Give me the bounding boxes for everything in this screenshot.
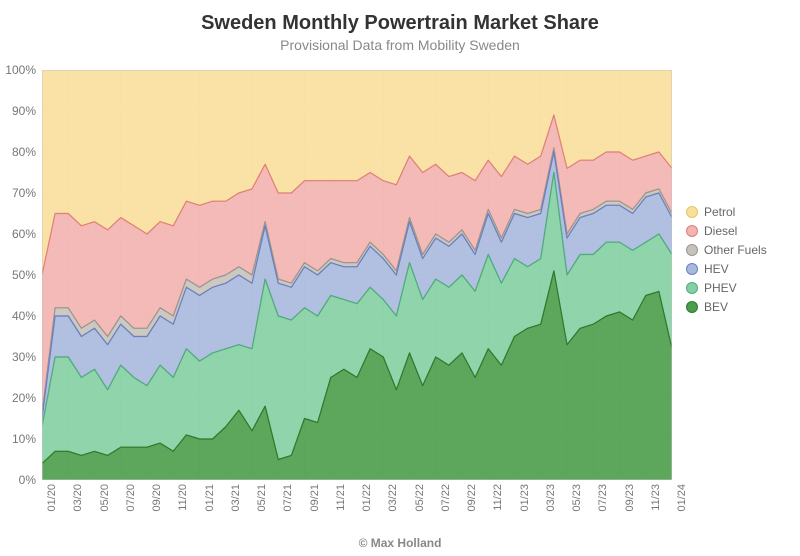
x-axis-tick-label: 03/21 bbox=[230, 484, 242, 512]
chart-title: Sweden Monthly Powertrain Market Share bbox=[0, 0, 800, 35]
x-axis-tick-label: 05/23 bbox=[571, 484, 583, 512]
legend-item: HEV bbox=[686, 262, 767, 276]
x-axis-tick-label: 11/23 bbox=[650, 484, 662, 511]
y-axis-tick-label: 90% bbox=[2, 104, 36, 118]
y-axis-tick-label: 30% bbox=[2, 350, 36, 364]
legend-label: Other Fuels bbox=[704, 243, 767, 257]
credit-line: © Max Holland bbox=[0, 536, 800, 550]
y-axis-tick-label: 20% bbox=[2, 391, 36, 405]
x-axis-tick-label: 07/22 bbox=[440, 484, 452, 512]
x-axis-tick-label: 05/22 bbox=[414, 484, 426, 512]
x-axis-tick-label: 11/21 bbox=[335, 484, 347, 511]
x-axis-tick-label: 07/20 bbox=[125, 484, 137, 512]
legend-label: BEV bbox=[704, 300, 728, 314]
legend-item: Diesel bbox=[686, 224, 767, 238]
x-axis-tick-label: 01/23 bbox=[519, 484, 531, 512]
x-axis-tick-label: 07/21 bbox=[282, 484, 294, 512]
legend-item: BEV bbox=[686, 300, 767, 314]
x-axis-tick-label: 09/21 bbox=[309, 484, 321, 512]
legend-swatch-icon bbox=[686, 225, 698, 237]
x-axis-tick-label: 11/20 bbox=[177, 484, 189, 511]
legend-swatch-icon bbox=[686, 282, 698, 294]
legend-swatch-icon bbox=[686, 244, 698, 256]
x-axis-tick-label: 09/20 bbox=[151, 484, 163, 512]
y-axis-tick-label: 60% bbox=[2, 227, 36, 241]
legend-label: HEV bbox=[704, 262, 729, 276]
legend-label: Petrol bbox=[704, 205, 735, 219]
x-axis-tick-label: 11/22 bbox=[492, 484, 504, 511]
legend-label: Diesel bbox=[704, 224, 737, 238]
legend-label: PHEV bbox=[704, 281, 737, 295]
legend: Petrol Diesel Other Fuels HEV PHEV BEV bbox=[686, 200, 767, 319]
legend-swatch-icon bbox=[686, 263, 698, 275]
legend-item: PHEV bbox=[686, 281, 767, 295]
y-axis-tick-label: 10% bbox=[2, 432, 36, 446]
y-axis-tick-label: 40% bbox=[2, 309, 36, 323]
x-axis-tick-label: 01/22 bbox=[361, 484, 373, 512]
chart-subtitle: Provisional Data from Mobility Sweden bbox=[0, 35, 800, 53]
x-axis-tick-label: 07/23 bbox=[597, 484, 609, 512]
x-axis-tick-label: 09/22 bbox=[466, 484, 478, 512]
legend-item: Petrol bbox=[686, 205, 767, 219]
y-axis-tick-label: 0% bbox=[2, 473, 36, 487]
x-axis-tick-label: 09/23 bbox=[624, 484, 636, 512]
x-axis-tick-label: 03/22 bbox=[387, 484, 399, 512]
stacked-area-plot bbox=[42, 70, 672, 480]
legend-item: Other Fuels bbox=[686, 243, 767, 257]
x-axis-tick-label: 01/24 bbox=[676, 484, 688, 512]
y-axis-tick-label: 80% bbox=[2, 145, 36, 159]
y-axis-tick-label: 70% bbox=[2, 186, 36, 200]
x-axis-tick-label: 05/20 bbox=[99, 484, 111, 512]
x-axis-tick-label: 03/23 bbox=[545, 484, 557, 512]
y-axis-tick-label: 100% bbox=[2, 63, 36, 77]
legend-swatch-icon bbox=[686, 206, 698, 218]
x-axis-tick-label: 05/21 bbox=[256, 484, 268, 512]
x-axis-tick-label: 03/20 bbox=[72, 484, 84, 512]
y-axis-tick-label: 50% bbox=[2, 268, 36, 282]
chart-container: 0%10%20%30%40%50%60%70%80%90%100% 01/200… bbox=[42, 70, 672, 480]
x-axis-tick-label: 01/20 bbox=[46, 484, 58, 512]
x-axis-tick-label: 01/21 bbox=[204, 484, 216, 512]
legend-swatch-icon bbox=[686, 301, 698, 313]
